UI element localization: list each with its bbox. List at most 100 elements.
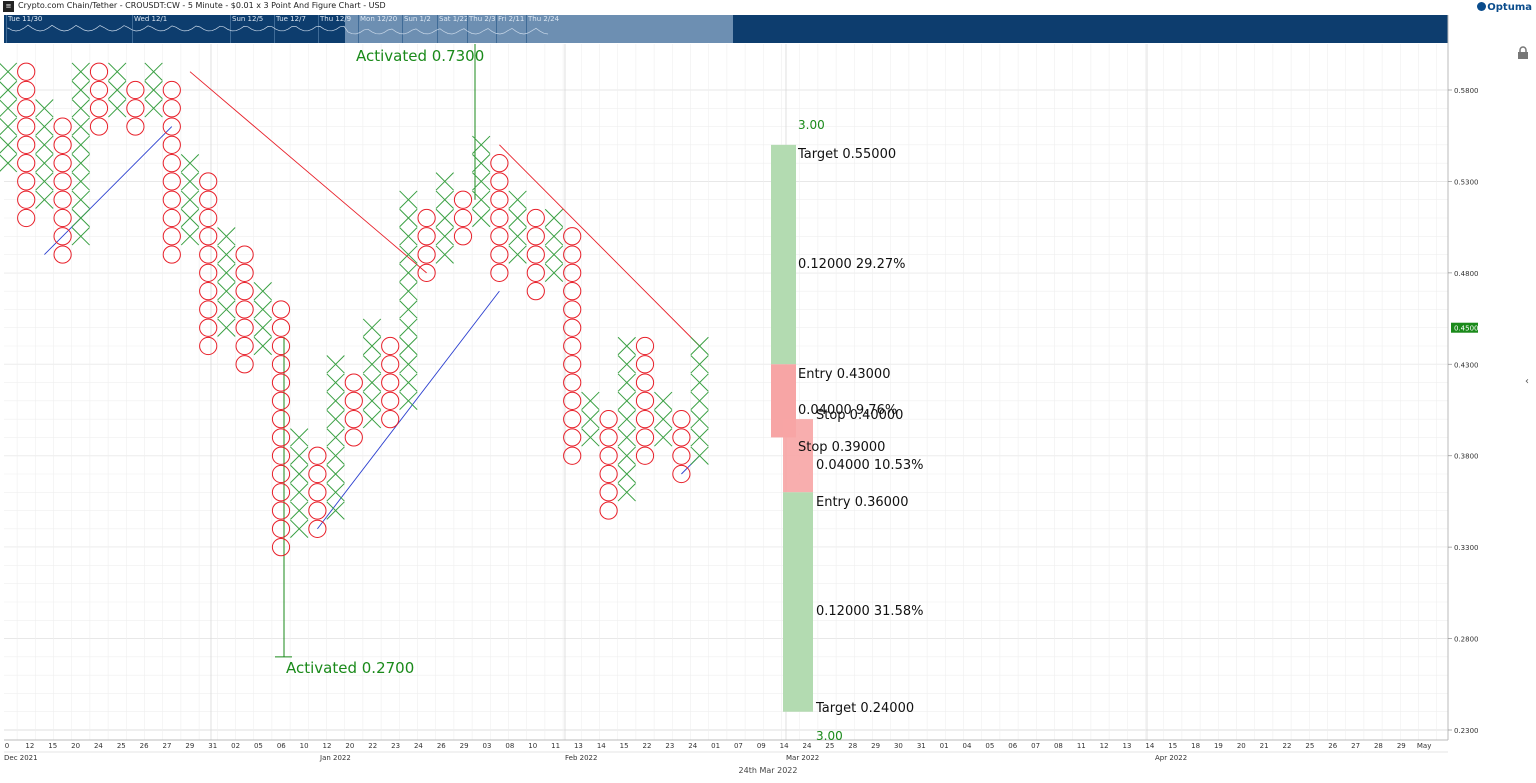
o-box (271, 300, 291, 319)
x-tick-label: 07 (734, 742, 743, 750)
x-box (472, 190, 491, 209)
o-box (381, 373, 400, 392)
x-box (217, 245, 236, 264)
navigator-label: Tue 12/7 (276, 15, 306, 23)
x-box (435, 190, 454, 209)
o-box (417, 227, 436, 246)
trendline-resistance (189, 71, 427, 274)
o-box (381, 336, 400, 356)
o-box (526, 208, 545, 228)
x-box (362, 410, 382, 429)
o-box (453, 208, 473, 228)
o-box (53, 190, 72, 209)
o-box (599, 446, 618, 465)
x-tick-label: 22 (1283, 742, 1292, 750)
chart-title: Crypto.com Chain/Tether - CROUSDT:CW - 5… (18, 1, 386, 10)
time-navigator[interactable]: Tue 11/30 Wed 12/1 Sun 12/5 Tue 12/7 Thu 12/… (4, 15, 1448, 43)
o-box (162, 99, 181, 118)
x-tick-label: 01 (711, 742, 720, 750)
x-box (654, 410, 673, 429)
x-box (108, 62, 127, 81)
navigator-label: Sun 1/2 (404, 15, 431, 23)
o-box (635, 336, 655, 356)
x-tick-label: 27 (1351, 742, 1360, 750)
current-price-label: 0.4500 (1454, 325, 1479, 333)
x-tick-label: 15 (620, 742, 629, 750)
x-box (35, 172, 54, 191)
o-box (635, 428, 655, 447)
o-box (672, 464, 691, 484)
x-box (0, 99, 18, 118)
x-box (108, 99, 127, 118)
o-box (599, 428, 618, 447)
menu-icon[interactable]: ≡ (3, 1, 14, 12)
x-tick-label: 10 (528, 742, 537, 750)
o-box (53, 172, 72, 191)
x-box (71, 172, 90, 191)
navigator-separator (437, 15, 438, 43)
x-box (326, 410, 345, 429)
o-box (308, 483, 327, 502)
collapse-panel-icon[interactable]: ‹ (1525, 376, 1529, 387)
x-box (690, 391, 709, 410)
x-box (544, 227, 564, 246)
x-tick-label: 31 (208, 742, 217, 750)
brand-logo: Optuma (1477, 0, 1532, 15)
o-box (344, 373, 363, 392)
x-box (362, 336, 382, 356)
x-tick-label: 27 (163, 742, 172, 750)
x-tick-label: 24 (688, 742, 697, 750)
x-box (472, 208, 491, 228)
trendline-resistance (499, 144, 700, 347)
x-box (617, 428, 636, 447)
y-tick-label: 0.3300 (1454, 544, 1479, 552)
x-box (180, 154, 200, 173)
x-box (581, 428, 600, 447)
x-box (180, 208, 200, 228)
x-box (35, 190, 54, 209)
o-box (235, 245, 254, 264)
x-box (71, 227, 90, 246)
x-box (71, 80, 90, 100)
lock-icon[interactable] (1517, 45, 1529, 59)
long-entry-label: Entry 0.43000 (798, 367, 890, 382)
x-tick-label: 01 (940, 742, 949, 750)
o-box (126, 117, 145, 136)
y-tick-label: 0.2300 (1454, 727, 1479, 735)
navigator-separator (526, 15, 527, 43)
x-tick-label: 13 (574, 742, 583, 750)
o-box (563, 263, 582, 282)
o-box (17, 172, 36, 191)
o-box (271, 464, 291, 484)
x-tick-label: 25 (117, 742, 126, 750)
o-box (17, 117, 36, 136)
o-box (199, 282, 218, 301)
x-tick-label: 10 (300, 742, 309, 750)
x-month-label: Jan 2022 (319, 754, 351, 762)
o-box (162, 117, 181, 136)
x-box (290, 464, 309, 484)
x-box (435, 227, 454, 246)
x-box (399, 245, 418, 264)
o-box (162, 208, 181, 228)
o-box (526, 263, 545, 282)
navigator-window[interactable] (345, 15, 733, 43)
o-box (308, 501, 327, 520)
x-tick-label: 11 (551, 742, 560, 750)
brand-mark-icon (1477, 2, 1487, 11)
o-box (17, 80, 36, 100)
navigator-separator (132, 15, 133, 43)
x-tick-label: 06 (1008, 742, 1017, 750)
o-box (199, 172, 218, 191)
x-box (108, 80, 127, 100)
navigator-label: Thu 2/24 (528, 15, 560, 23)
x-box (326, 446, 345, 465)
y-tick-label: 0.4800 (1454, 270, 1479, 278)
o-box (235, 336, 254, 356)
o-box (635, 410, 655, 429)
o-box (344, 410, 363, 429)
o-box (599, 483, 618, 502)
short-stop-zone (783, 419, 813, 493)
o-box (235, 300, 254, 319)
